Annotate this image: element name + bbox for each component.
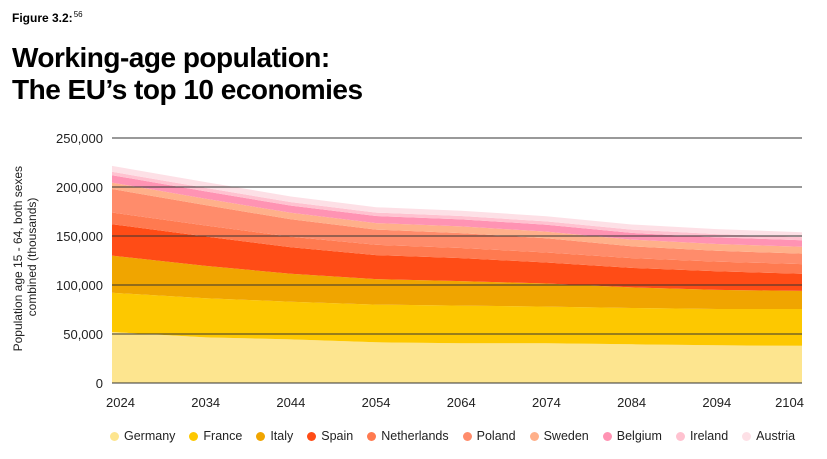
area-austria (112, 165, 802, 238)
y-tick-label: 100,000 (56, 278, 103, 293)
y-tick-label: 0 (96, 376, 103, 391)
legend-swatch (742, 431, 752, 441)
legend-swatch (462, 431, 472, 441)
area-germany (112, 332, 802, 383)
x-tick-label: 2054 (362, 395, 391, 410)
figure-label: Figure 3.2:56 (12, 10, 83, 25)
legend-item-germany: Germany (110, 429, 175, 443)
area-spain (112, 224, 802, 291)
x-tick-label: 2044 (276, 395, 305, 410)
legend-swatch (189, 431, 199, 441)
area-netherlands (112, 212, 802, 274)
legend-item-france: France (189, 429, 242, 443)
area-sweden (112, 182, 802, 254)
chart-title-line-2: The EU’s top 10 economies (12, 74, 363, 105)
y-tick-label: 250,000 (56, 131, 103, 146)
area-poland (112, 189, 802, 265)
legend-label: Poland (476, 429, 516, 443)
legend-swatch (110, 431, 119, 441)
area-layers (112, 165, 802, 383)
legend-swatch (367, 431, 377, 441)
x-tick-label: 2034 (191, 395, 220, 410)
legend-swatch (256, 431, 266, 441)
legend-label: Austria (756, 429, 796, 443)
figure-footnote-ref: 56 (73, 10, 83, 19)
legend-swatch (529, 431, 539, 441)
legend-label: Ireland (689, 429, 729, 443)
legend-item-italy: Italy (256, 429, 293, 443)
x-tick-label: 2024 (106, 395, 135, 410)
y-axis-ticks: 0 50,000 100,000 150,000 200,000 250,000 (56, 131, 103, 391)
legend-item-poland: Poland (462, 429, 516, 443)
y-axis-title-line-2: combined (thousands) (25, 198, 39, 317)
x-tick-label: 2104 (775, 395, 804, 410)
legend-item-spain: Spain (307, 429, 353, 443)
y-tick-label: 50,000 (63, 327, 103, 342)
legend-label: Sweden (543, 429, 589, 443)
legend-label: Germany (124, 429, 176, 443)
legend-item-austria: Austria (742, 429, 795, 443)
x-tick-label: 2084 (617, 395, 646, 410)
legend-swatch (307, 431, 317, 441)
legend-label: Belgium (616, 429, 662, 443)
legend-item-netherlands: Netherlands (367, 429, 449, 443)
legend-item-ireland: Ireland (675, 429, 729, 443)
chart-title-line-1: Working-age population: (12, 42, 330, 73)
legend-swatch (675, 431, 685, 441)
x-tick-label: 2064 (447, 395, 476, 410)
chart-title: Working-age population: The EU’s top 10 … (12, 42, 363, 106)
area-france (112, 292, 802, 346)
legend-label: Netherlands (381, 429, 449, 443)
legend-label: Italy (270, 429, 294, 443)
gridlines (112, 137, 802, 384)
y-tick-label: 200,000 (56, 180, 103, 195)
legend-item-belgium: Belgium (602, 429, 662, 443)
y-axis-title: Population age 15 - 64, both sexes combi… (11, 163, 39, 352)
legend-label: France (203, 429, 243, 443)
y-tick-label: 150,000 (56, 229, 103, 244)
x-axis-ticks: 2024 2034 2044 2054 2064 2074 2084 2094 2104 (106, 395, 804, 410)
legend-item-sweden: Sweden (529, 429, 589, 443)
area-belgium (112, 175, 802, 247)
y-axis-title-line-1: Population age 15 - 64, both sexes (11, 166, 25, 351)
legend-swatch (602, 431, 612, 441)
x-tick-label: 2074 (532, 395, 561, 410)
chart-legend: Germany France Italy Spain Netherlands Poland… (110, 429, 795, 443)
x-tick-label: 2094 (702, 395, 731, 410)
area-italy (112, 255, 802, 309)
legend-label: Spain (321, 429, 354, 443)
